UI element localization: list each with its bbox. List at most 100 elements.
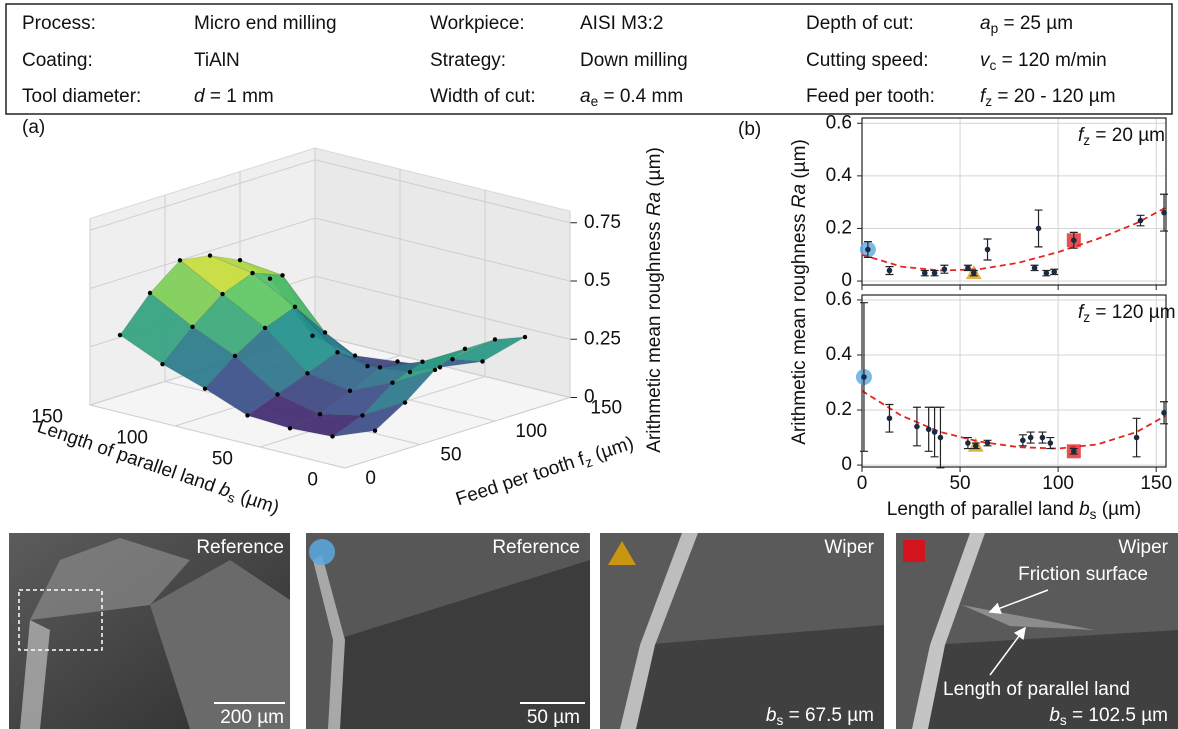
data-point xyxy=(147,290,153,296)
image-label: Wiper xyxy=(824,537,874,558)
text-part: Arithmetic mean roughness xyxy=(789,208,810,445)
x-tick-label: 100 xyxy=(1042,473,1074,494)
x-tick-label: 150 xyxy=(1140,473,1172,494)
header-label: Depth of cut: xyxy=(806,13,914,34)
data-point xyxy=(522,334,528,340)
y-axis-label: Feed per tooth fz (µm) xyxy=(453,433,637,512)
text-part: f xyxy=(1078,125,1085,146)
y-tick-label: 0 xyxy=(365,468,376,489)
text-part: = 120 µm xyxy=(1090,302,1175,323)
header-label: Tool diameter: xyxy=(22,86,141,107)
data-point xyxy=(965,265,971,271)
data-point xyxy=(305,371,310,376)
data-point xyxy=(330,434,335,439)
data-point xyxy=(1027,434,1034,441)
data-point xyxy=(1133,434,1140,441)
text-part: = 0.4 mm xyxy=(598,86,683,107)
data-point xyxy=(377,365,383,370)
data-point xyxy=(1071,237,1077,244)
data-point xyxy=(292,304,298,310)
text-part: (µm) xyxy=(233,484,282,518)
data-point xyxy=(865,246,871,253)
data-point xyxy=(267,276,273,281)
text-part: d xyxy=(194,86,206,107)
header-label: Feed per tooth: xyxy=(806,86,935,107)
header-value: ap = 25 µm xyxy=(980,13,1073,36)
sem-image: Reference 50 µm xyxy=(306,533,590,729)
text-part: Arithmetic mean roughness xyxy=(644,216,665,453)
data-point xyxy=(921,270,928,276)
data-point xyxy=(914,423,920,430)
header-box xyxy=(5,3,1173,115)
image-label: Reference xyxy=(492,537,580,558)
data-point xyxy=(287,426,293,431)
data-point xyxy=(1043,270,1050,276)
header-value: ae = 0.4 mm xyxy=(580,86,683,109)
scale-bar-label: 200 µm xyxy=(220,707,284,728)
image-label: Reference xyxy=(196,537,284,558)
text-part: c xyxy=(990,58,997,73)
header-value: AISI M3:2 xyxy=(580,13,663,34)
header-value: TiAlN xyxy=(194,50,240,71)
text-part: z xyxy=(1083,310,1090,325)
y-axis-label: Arithmetic mean roughness Ra (µm) xyxy=(789,139,810,445)
text-part: = 120 m/min xyxy=(996,50,1106,71)
z-tick-label: 0.75 xyxy=(584,212,621,233)
data-point xyxy=(360,413,365,418)
data-point xyxy=(437,365,443,370)
data-point xyxy=(352,353,358,358)
x-tick-label: 100 xyxy=(116,427,148,448)
text-part: a xyxy=(980,13,991,34)
data-point xyxy=(1020,437,1026,444)
data-point xyxy=(941,266,948,273)
data-point xyxy=(984,246,991,253)
data-point xyxy=(190,324,195,329)
annotation: Friction surface xyxy=(1018,564,1148,585)
data-point xyxy=(317,412,323,417)
z-tick-label: 0.25 xyxy=(584,328,621,349)
data-point xyxy=(407,369,413,375)
header-value: vc = 120 m/min xyxy=(980,50,1107,73)
header-label: Cutting speed: xyxy=(806,50,929,71)
x-tick-label: 50 xyxy=(212,448,233,469)
sem-image: Wiper Friction surface Length of paralle… xyxy=(896,533,1178,729)
data-point xyxy=(395,359,400,364)
z-axis-label: Arithmetic mean roughness Ra (µm) xyxy=(644,147,665,453)
x-axis-label: Length of parallel land bs (µm) xyxy=(887,499,1141,522)
text-part: s xyxy=(226,489,238,505)
z-tick-label: 0 xyxy=(584,387,595,408)
y-tick-label: 0 xyxy=(841,270,852,291)
panel-label: (a) xyxy=(22,117,45,138)
text-part: s xyxy=(1090,507,1097,522)
data-point xyxy=(984,440,991,446)
text-part: Ra xyxy=(789,184,810,208)
grid-line xyxy=(89,218,346,469)
data-point xyxy=(245,413,250,418)
annotation: Length of parallel land xyxy=(943,679,1130,700)
data-point xyxy=(232,353,238,359)
text-part: a xyxy=(580,86,591,107)
text-part: = 20 µm xyxy=(1090,125,1165,146)
data-point xyxy=(1137,217,1144,224)
text-part: e xyxy=(591,94,599,109)
data-point xyxy=(886,267,893,274)
data-point xyxy=(1051,269,1058,275)
data-point xyxy=(177,258,183,263)
data-point xyxy=(1035,225,1042,232)
text-part: (µm) xyxy=(1096,499,1141,520)
y-tick-label: 100 xyxy=(515,421,547,442)
data-point xyxy=(1161,209,1167,216)
text-part: z xyxy=(583,454,594,470)
data-point xyxy=(402,400,408,405)
data-point xyxy=(202,386,208,391)
data-point xyxy=(390,380,395,385)
plot-frame xyxy=(861,117,1167,286)
text-part: b xyxy=(1079,499,1090,520)
data-point xyxy=(937,434,944,441)
text-part: b xyxy=(1049,705,1060,726)
sem-image: Wiper xyxy=(600,533,884,729)
sem-image: Reference 200 µm xyxy=(9,533,290,729)
image-label: Wiper xyxy=(1118,537,1168,558)
header-label: Width of cut: xyxy=(430,86,536,107)
